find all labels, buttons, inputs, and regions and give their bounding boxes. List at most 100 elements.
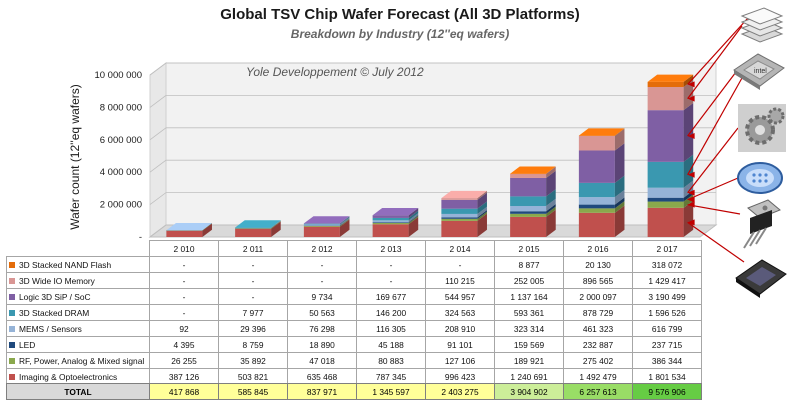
total-cell: 585 845 (218, 383, 288, 400)
bar-segment (647, 187, 684, 198)
bar-segment (372, 224, 409, 237)
bar-segment-side (408, 208, 419, 218)
bar-segment-side (408, 213, 419, 223)
led-icon (737, 162, 783, 194)
bar-segment-side (546, 166, 556, 178)
bar-segment (647, 81, 684, 88)
total-cell: 417 868 (149, 383, 219, 400)
arrow-head (687, 189, 695, 196)
data-cell: 76 298 (287, 320, 357, 337)
pointer-arrow (687, 17, 749, 85)
bar-segment (372, 217, 409, 221)
bar-segment (647, 87, 684, 111)
gridline (149, 62, 716, 76)
arrow-head (687, 133, 695, 140)
data-cell: 159 569 (494, 336, 564, 353)
cpu-icon: intel (733, 53, 785, 90)
arrow-head (687, 196, 695, 203)
data-cell: - (149, 288, 219, 305)
bar-segment-side (614, 205, 625, 237)
data-cell: - (149, 272, 219, 289)
bar-segment-side (477, 213, 487, 237)
bar-top (303, 216, 350, 224)
legend-entry: Logic 3D SiP / SoC (6, 288, 150, 305)
data-cell: 35 892 (218, 352, 288, 369)
bar-segment (647, 207, 684, 237)
bar-segment (441, 208, 478, 214)
data-cell: 4 395 (149, 336, 219, 353)
pointer-arrow (687, 127, 739, 194)
bar-segment-side (477, 201, 487, 214)
data-cell: 896 565 (563, 272, 633, 289)
pointer-arrow (687, 221, 745, 263)
y-tick-label: - (139, 232, 142, 243)
table-row: 3D Stacked NAND Flash - - - - -8 877 20 130 318… (6, 256, 702, 273)
table-row: LED 4 395 8 759 18 890 45 188 91 101 159 569 23… (6, 336, 702, 353)
bar-segment (303, 226, 340, 237)
bar-segment-side (408, 215, 419, 225)
y-tick-label: 6 000 000 (100, 135, 142, 146)
bar-segment-side (614, 128, 625, 151)
bar-segment (372, 220, 409, 223)
arrow-head (687, 219, 695, 226)
data-cell: - (218, 272, 288, 289)
data-cell: 237 715 (632, 336, 702, 353)
side-wall (149, 62, 167, 238)
data-cell: - (218, 288, 288, 305)
bar-segment (510, 216, 547, 237)
data-cell: 323 314 (494, 320, 564, 337)
legend-swatch (9, 278, 15, 285)
gear-icon (738, 104, 786, 152)
pointer-arrow (687, 25, 743, 99)
bar-segment (578, 212, 615, 237)
data-cell: 127 106 (425, 352, 495, 369)
bar-segment-side (202, 223, 212, 231)
series-name: MEMS / Sensors (19, 323, 82, 334)
power-transistor-icon (743, 199, 781, 249)
data-cell: - (356, 256, 426, 273)
bar-segment-side (271, 221, 281, 229)
data-cell: 593 361 (494, 304, 564, 321)
category-label: 2 016 (563, 240, 633, 257)
bar-segment-side (477, 192, 487, 209)
bar-segment-side (271, 220, 281, 229)
data-cell: 20 130 (563, 256, 633, 273)
floor (148, 224, 718, 238)
bar-segment-side (271, 220, 281, 229)
bar-segment (578, 150, 615, 183)
pointer-arrow (687, 204, 741, 215)
bar-segment (510, 173, 547, 178)
bar-segment (166, 230, 203, 237)
bar-segment (303, 223, 340, 225)
bar-top (441, 190, 487, 199)
table-header-row: 2 010 2 011 2 012 2 013 2 014 2 015 2 016 2 017 (7, 240, 702, 257)
data-cell: - (287, 272, 357, 289)
bar-segment-side (683, 79, 694, 111)
arrow-head (687, 95, 695, 102)
bar-segment-side (339, 218, 350, 226)
data-cell: 544 957 (425, 288, 495, 305)
data-cell: - (356, 272, 426, 289)
y-tick-label: 4 000 000 (100, 167, 142, 178)
bar-segment (510, 196, 547, 207)
bar-segment-side (546, 198, 556, 212)
category-label: 2 012 (287, 240, 357, 257)
bar-segment-side (271, 220, 281, 228)
bar-segment-side (339, 216, 350, 225)
bar-segment-side (477, 190, 487, 200)
total-cell: 2 403 275 (425, 383, 495, 400)
table-row: Imaging & Optoelectronics 387 126 503 821 6… (6, 368, 702, 385)
total-row: TOTAL 417 868 585 845 837 971 1 345 597 2 403… (6, 383, 702, 400)
bar-segment-side (683, 154, 694, 188)
bar-segment (441, 220, 478, 237)
data-cell: 324 563 (425, 304, 495, 321)
data-cell: 50 563 (287, 304, 357, 321)
legend-entry: 3D Stacked NAND Flash (6, 256, 150, 273)
table-row: Logic 3D SiP / SoC - -9 734 169 677 544 957 1… (6, 288, 702, 305)
bar-segment-side (477, 210, 487, 219)
data-cell: 80 883 (356, 352, 426, 369)
y-axis-label: Wafer count (12''eq wafers) (68, 84, 82, 230)
bar-segment-side (202, 223, 212, 231)
legend-entry: 3D Wide IO Memory (6, 272, 150, 289)
legend-entry: RF, Power, Analog & Mixed signal (6, 352, 150, 369)
